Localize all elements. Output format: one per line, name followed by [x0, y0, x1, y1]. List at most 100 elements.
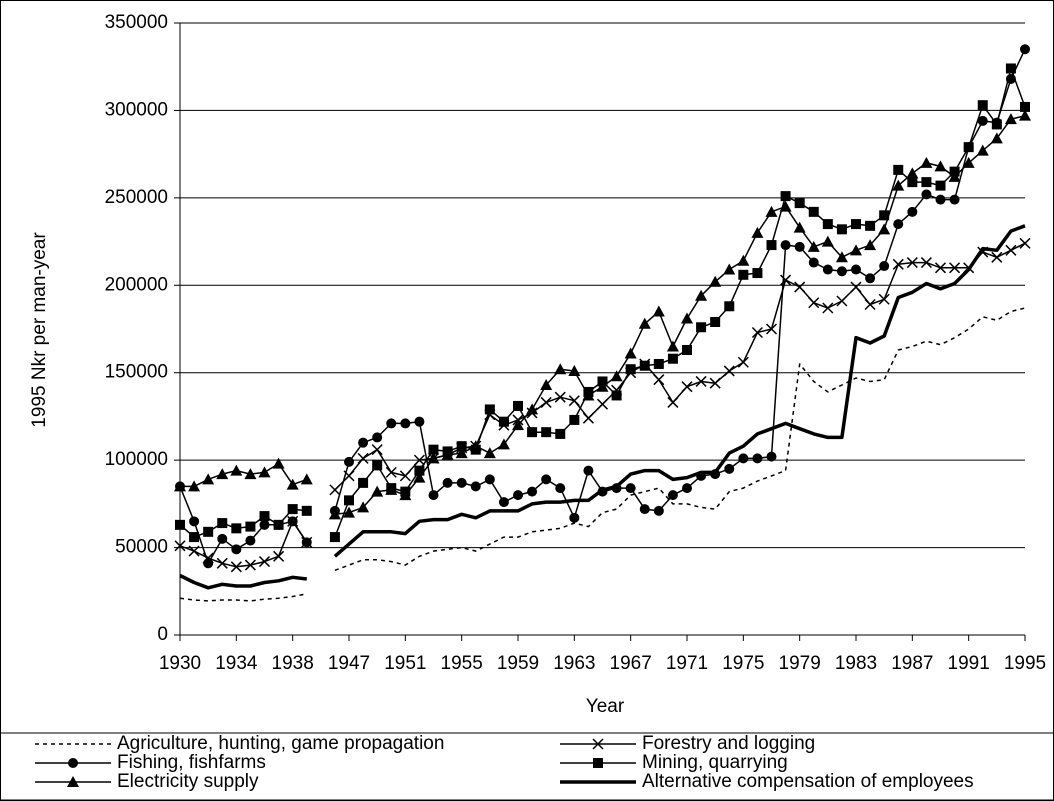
- marker: [541, 427, 552, 438]
- marker: [808, 297, 820, 309]
- marker: [794, 241, 805, 252]
- marker: [794, 198, 805, 209]
- marker: [879, 261, 890, 272]
- marker: [582, 389, 595, 401]
- marker: [568, 364, 581, 376]
- marker: [723, 365, 735, 377]
- marker: [865, 273, 876, 284]
- marker: [935, 180, 946, 191]
- marker: [596, 380, 609, 392]
- marker: [821, 235, 834, 247]
- y-tick-label: 150000: [105, 362, 168, 383]
- marker: [780, 274, 792, 286]
- marker: [413, 454, 425, 466]
- marker: [611, 390, 622, 401]
- marker: [752, 268, 763, 279]
- marker: [921, 177, 932, 188]
- marker: [456, 477, 467, 488]
- marker: [934, 160, 947, 172]
- marker: [470, 481, 481, 492]
- marker: [653, 358, 664, 369]
- marker: [344, 495, 354, 506]
- marker: [738, 269, 749, 280]
- marker: [202, 473, 215, 485]
- marker: [751, 226, 764, 238]
- marker: [864, 298, 876, 311]
- marker: [1020, 101, 1030, 112]
- marker: [287, 516, 298, 527]
- marker: [808, 206, 819, 217]
- marker: [245, 521, 256, 532]
- marker: [174, 540, 186, 552]
- legend-label: Agriculture, hunting, game propagation: [117, 733, 444, 754]
- marker: [624, 347, 637, 359]
- marker: [850, 244, 862, 256]
- marker: [329, 532, 340, 543]
- marker: [991, 119, 1002, 130]
- marker: [512, 419, 524, 431]
- marker: [878, 223, 891, 235]
- marker: [258, 556, 271, 568]
- marker: [413, 471, 426, 483]
- marker: [638, 317, 651, 329]
- x-tick-label: 1930: [159, 653, 201, 674]
- marker: [527, 486, 538, 497]
- marker: [569, 414, 580, 425]
- marker: [610, 370, 623, 382]
- marker: [737, 254, 750, 266]
- marker: [1020, 44, 1030, 55]
- marker: [259, 511, 270, 522]
- marker: [301, 537, 312, 548]
- x-tick-label: 1934: [215, 653, 258, 674]
- marker: [540, 396, 552, 408]
- marker: [554, 363, 567, 375]
- marker: [554, 391, 566, 403]
- marker: [682, 483, 692, 494]
- marker: [892, 258, 904, 270]
- marker: [864, 239, 877, 251]
- x-tick-label: 1975: [722, 653, 764, 674]
- x-tick-label: 1979: [779, 653, 821, 674]
- marker: [583, 465, 594, 476]
- marker: [230, 561, 242, 573]
- marker: [189, 532, 200, 543]
- marker: [850, 281, 862, 293]
- marker: [793, 221, 806, 233]
- x-tick-label: 1995: [1004, 653, 1046, 674]
- y-tick-label: 50000: [115, 537, 168, 558]
- marker: [723, 263, 736, 275]
- marker: [273, 550, 285, 562]
- marker: [231, 523, 242, 534]
- marker: [245, 535, 256, 546]
- marker: [456, 441, 467, 452]
- marker: [484, 474, 495, 485]
- marker: [385, 466, 397, 478]
- marker: [851, 264, 861, 275]
- y-axis-label: 1995 Nkr per man-year: [29, 232, 50, 428]
- marker: [414, 465, 425, 476]
- marker: [808, 257, 819, 268]
- marker: [991, 251, 1003, 263]
- marker: [216, 468, 229, 480]
- marker: [399, 470, 411, 482]
- marker: [287, 504, 298, 515]
- marker: [920, 156, 933, 168]
- marker: [244, 559, 256, 571]
- marker: [328, 508, 341, 520]
- marker: [67, 776, 79, 787]
- marker: [174, 480, 186, 492]
- marker: [513, 400, 523, 411]
- marker: [963, 142, 974, 153]
- marker: [653, 505, 664, 516]
- marker: [822, 302, 834, 314]
- y-tick-label: 350000: [105, 12, 168, 33]
- x-axis-label: Year: [586, 696, 625, 717]
- y-tick-label: 0: [157, 624, 168, 645]
- marker: [217, 533, 228, 544]
- marker: [1019, 237, 1031, 249]
- x-tick-label: 1963: [553, 653, 595, 674]
- marker: [738, 453, 749, 464]
- marker: [879, 210, 890, 221]
- marker: [231, 544, 242, 555]
- marker: [385, 483, 398, 495]
